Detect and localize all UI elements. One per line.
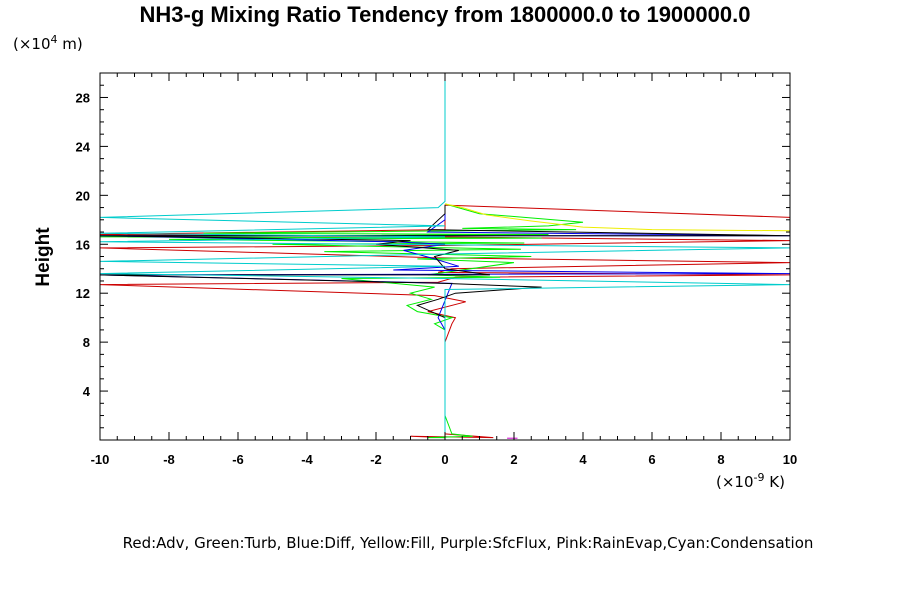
y-tick-label: 20 <box>76 188 90 203</box>
y-axis-label: Height <box>33 227 54 287</box>
y-unit-label: (×104 m) <box>13 33 83 53</box>
x-tick-labels: -10 -8 -6 -4 -2 0 2 4 6 8 10 <box>91 452 798 467</box>
y-unit-prefix: (×10 <box>13 35 51 53</box>
y-unit-exp: 4 <box>51 33 58 46</box>
y-tick-label: 28 <box>76 90 90 105</box>
y-tick-labels: 4 8 12 16 20 24 28 <box>76 90 91 399</box>
y-tick-label: 24 <box>76 139 91 154</box>
series-layer <box>100 73 790 439</box>
x-tick-label: 6 <box>648 452 655 467</box>
series-line-4 <box>444 203 790 232</box>
x-unit-suffix: K) <box>764 473 784 491</box>
x-tick-label: 4 <box>579 452 587 467</box>
x-unit-label: (×10-9 K) <box>716 471 785 491</box>
ticks-layer <box>99 72 791 440</box>
x-tick-label: -8 <box>163 452 175 467</box>
x-tick-label: 2 <box>510 452 517 467</box>
series-line-5 <box>100 73 790 438</box>
x-unit-prefix: (×10 <box>716 473 754 491</box>
x-tick-label: -2 <box>370 452 382 467</box>
series-line-1 <box>100 203 584 439</box>
series-line-3 <box>100 205 790 436</box>
x-tick-label: 10 <box>783 452 797 467</box>
x-tick-label: -4 <box>301 452 313 467</box>
chart-title: NH3-g Mixing Ratio Tendency from 1800000… <box>140 2 751 27</box>
y-tick-label: 16 <box>76 237 90 252</box>
x-tick-label: 8 <box>717 452 724 467</box>
x-tick-label: 0 <box>441 452 448 467</box>
y-unit-suffix: m) <box>58 35 83 53</box>
legend-text: Red:Adv, Green:Turb, Blue:Diff, Yellow:F… <box>123 534 814 552</box>
x-tick-label: -10 <box>91 452 110 467</box>
series-line-2 <box>100 205 790 436</box>
y-tick-label: 8 <box>83 335 90 350</box>
x-tick-label: -6 <box>232 452 244 467</box>
x-unit-exp: -9 <box>754 471 765 484</box>
y-tick-label: 12 <box>76 286 90 301</box>
y-tick-label: 4 <box>83 384 91 399</box>
